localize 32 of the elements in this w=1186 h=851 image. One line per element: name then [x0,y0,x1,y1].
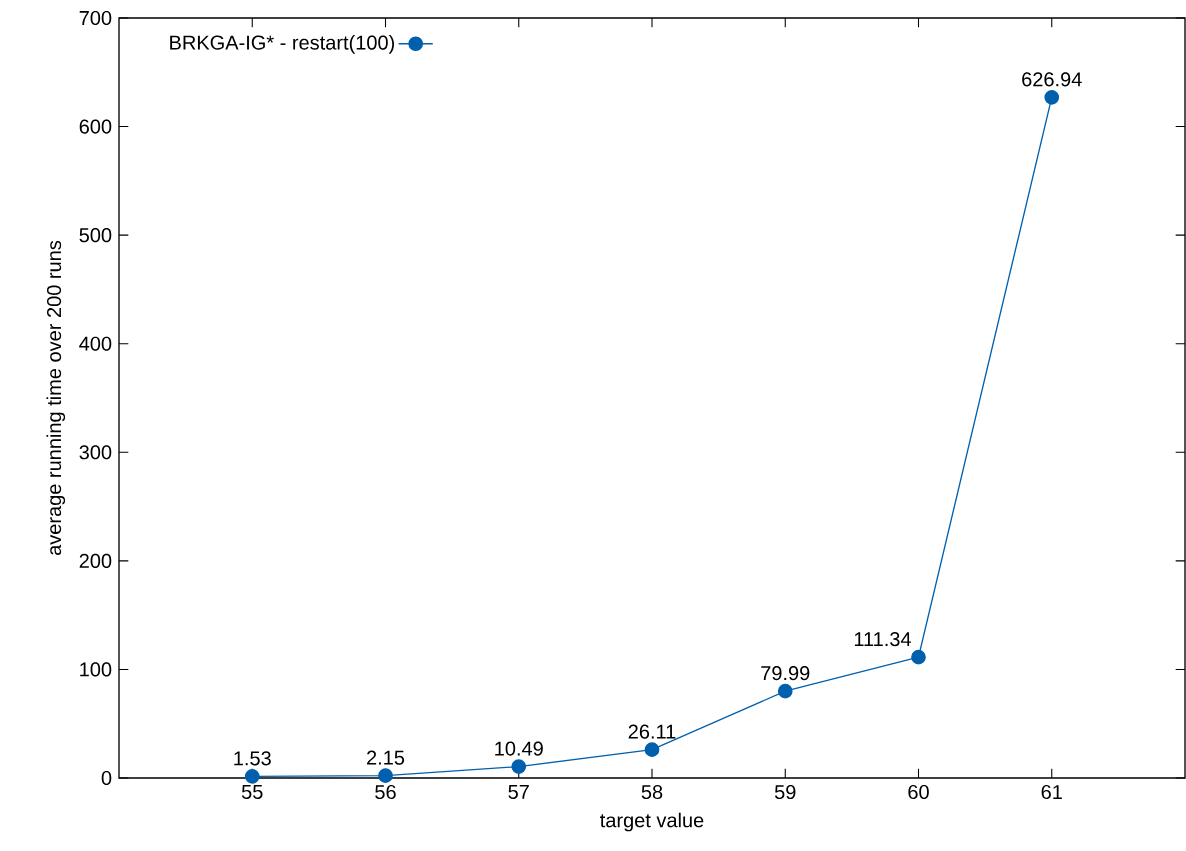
point [511,759,527,774]
data-label: 2.15 [367,750,405,765]
x-axis-title: target value [600,812,704,832]
point [777,683,793,699]
point [378,768,393,783]
data-label: 111.34 [854,632,911,647]
data-label: 1.53 [234,751,271,766]
y-tick-label: 100 [80,662,112,677]
y-axis-title: average running time over 200 runs [46,240,66,556]
point [244,769,260,784]
y-tick-label: 500 [79,228,112,243]
y-tick-label: 600 [79,119,112,134]
point [911,649,926,665]
y-tick-label: 300 [79,445,112,460]
data-label: 79.99 [761,666,810,681]
x-tick-label: 60 [908,784,929,800]
x-tick-label: 58 [641,784,663,800]
y-tick-label: 0 [101,770,112,786]
x-tick-label: 55 [241,784,263,799]
x-tick-label: 57 [508,784,529,799]
y-tick-label: 400 [79,336,112,351]
point [1044,89,1060,105]
y-tick-label: 700 [79,10,112,26]
data-label: 26.11 [628,724,676,739]
x-tick-label: 56 [375,784,396,800]
point [644,742,660,757]
x-tick-label: 61 [1041,784,1062,800]
data-label: 10.49 [495,741,543,756]
data-label: 626.94 [1022,72,1082,87]
y-tick-label: 200 [79,553,112,568]
x-tick-label: 59 [774,784,796,800]
legend-label: BRKGA-IG* - restart(100) [170,35,395,54]
